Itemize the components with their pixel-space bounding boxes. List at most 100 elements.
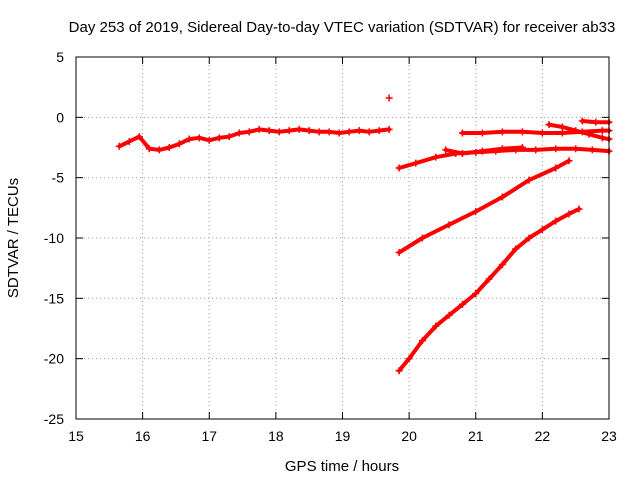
data-point — [175, 140, 183, 148]
data-point — [255, 125, 263, 133]
data-point — [578, 117, 586, 125]
data-point — [572, 145, 580, 153]
data-point — [445, 221, 453, 229]
grid-lines — [76, 57, 609, 419]
data-series-9 — [395, 205, 583, 375]
data-point — [385, 125, 393, 133]
data-point — [532, 146, 540, 154]
y-tick-label: -15 — [44, 290, 64, 306]
data-point — [418, 337, 426, 345]
data-point — [472, 207, 480, 215]
data-point — [115, 142, 123, 150]
data-point — [195, 134, 203, 142]
data-point — [375, 127, 383, 135]
chart-title: Day 253 of 2019, Sidereal Day-to-day VTE… — [69, 19, 616, 36]
y-tick-label: -5 — [52, 170, 65, 186]
data-point — [345, 128, 353, 136]
data-point — [565, 210, 573, 218]
data-point — [458, 129, 466, 137]
data-point — [592, 118, 600, 126]
series-trace — [397, 207, 581, 373]
data-point — [498, 261, 506, 269]
x-axis-label: GPS time / hours — [285, 458, 399, 475]
data-point — [125, 137, 133, 145]
series-trace — [117, 127, 392, 152]
data-series-4 — [442, 144, 526, 158]
data-point — [315, 128, 323, 136]
data-point — [275, 128, 283, 136]
data-point — [525, 234, 533, 242]
data-point — [418, 234, 426, 242]
series-trace — [397, 146, 611, 170]
x-tick-label: 23 — [601, 428, 617, 444]
data-point — [458, 150, 466, 158]
data-point — [185, 135, 193, 143]
data-point — [215, 134, 223, 142]
data-point — [395, 248, 403, 256]
data-point — [518, 144, 526, 151]
y-tick-label: 5 — [56, 49, 64, 65]
y-tick-label: -25 — [44, 411, 64, 427]
data-point — [335, 129, 343, 137]
data-point — [552, 217, 560, 225]
data-point — [598, 127, 606, 135]
data-point — [458, 300, 466, 308]
data-point — [285, 127, 293, 135]
data-point — [432, 322, 440, 330]
data-point — [598, 134, 606, 142]
data-point — [405, 355, 413, 363]
data-point — [525, 176, 533, 184]
data-point — [265, 127, 273, 135]
x-tick-label: 15 — [68, 428, 84, 444]
data-point — [325, 128, 333, 136]
y-tick-label: -20 — [44, 351, 64, 367]
x-tick-label: 19 — [335, 428, 351, 444]
data-point — [498, 128, 506, 136]
data-point — [295, 125, 303, 133]
data-point — [155, 146, 163, 154]
data-point — [518, 128, 526, 136]
data-series-6 — [545, 121, 613, 143]
data-point — [485, 275, 493, 283]
data-point — [395, 164, 403, 172]
data-points — [115, 94, 613, 375]
data-point — [305, 127, 313, 135]
data-point — [538, 129, 546, 137]
y-axis-label: SDTVAR / TECUs — [5, 178, 22, 298]
data-point — [512, 245, 520, 253]
series-trace — [397, 158, 571, 255]
data-point — [478, 147, 486, 155]
data-point — [565, 157, 573, 165]
data-point — [412, 159, 420, 167]
data-point — [365, 128, 373, 136]
x-tick-label: 21 — [468, 428, 484, 444]
axis-ticks: 15 16 17 18 19 20 21 22 23 -25 -20 -15 -10 -5 0 5 — [44, 49, 617, 444]
data-point — [165, 144, 173, 151]
data-point — [588, 146, 596, 154]
data-point — [585, 130, 593, 138]
data-series-7 — [578, 117, 613, 126]
data-point — [245, 128, 253, 136]
x-tick-label: 16 — [135, 428, 151, 444]
data-point — [575, 205, 583, 213]
data-point — [355, 127, 363, 135]
data-point — [235, 129, 243, 137]
data-point — [135, 133, 143, 141]
data-point — [558, 129, 566, 137]
x-tick-label: 20 — [401, 428, 417, 444]
data-point — [472, 290, 480, 298]
y-tick-label: 0 — [56, 109, 64, 125]
data-point — [445, 311, 453, 319]
data-series-1 — [115, 125, 393, 154]
data-point — [552, 164, 560, 172]
y-tick-label: -10 — [44, 230, 64, 246]
data-point — [225, 133, 233, 141]
data-point — [498, 193, 506, 201]
data-point — [498, 145, 506, 153]
x-tick-label: 18 — [268, 428, 284, 444]
data-series-8 — [395, 157, 573, 256]
data-point — [145, 145, 153, 153]
data-point — [572, 127, 580, 135]
x-tick-label: 17 — [201, 428, 217, 444]
data-point — [545, 121, 553, 129]
